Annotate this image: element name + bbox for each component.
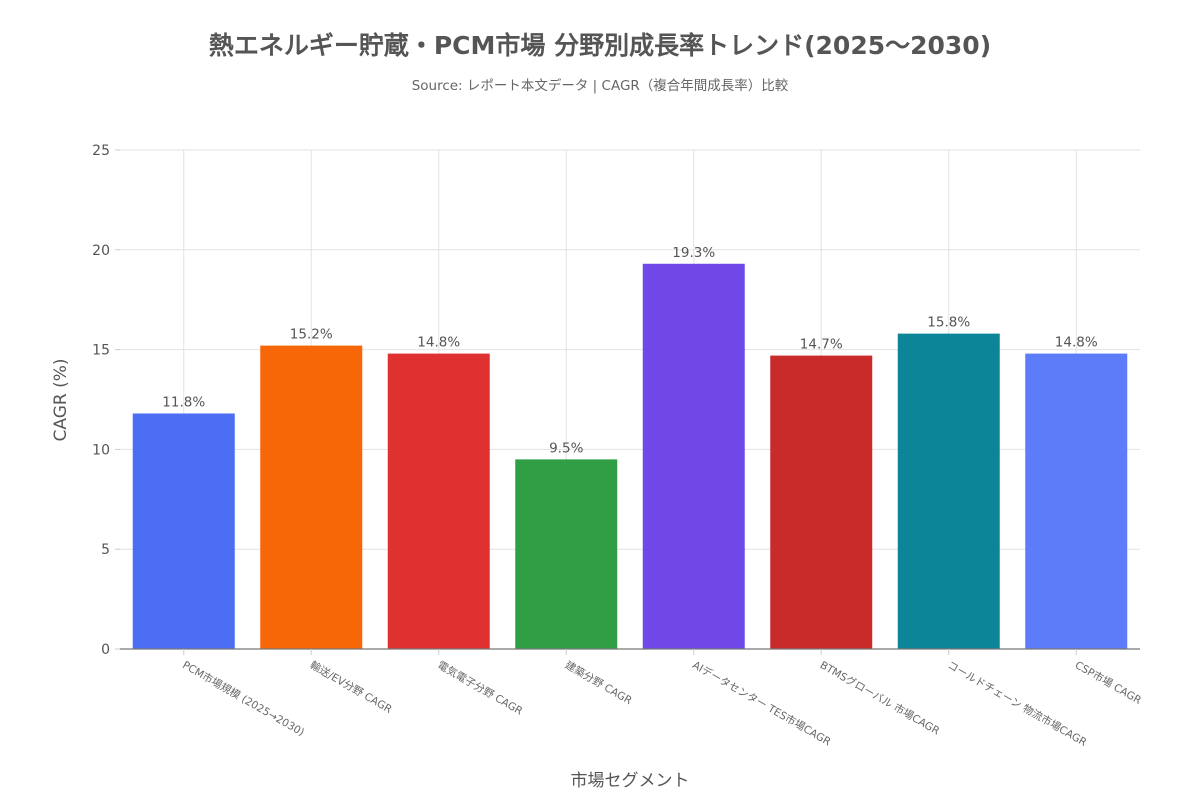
y-tick-label: 15: [92, 343, 110, 359]
x-tick-label: AIデータセンター TES市場CAGR: [690, 658, 833, 748]
y-axis: 0 5 10 15 20 25: [92, 143, 120, 658]
bars: 11.8% 15.2% 14.8% 9.5% 19.3% 14.7% 15.8% 14.8%: [132, 245, 1128, 649]
x-tick-label: 輸送/EV分野 CAGR: [308, 658, 395, 715]
x-tick-label: 電気電子分野 CAGR: [435, 658, 525, 717]
data-label: 14.8%: [1055, 335, 1098, 351]
x-tick-label: コールドチェーン 物流市場CAGR: [945, 658, 1089, 749]
bar[interactable]: [515, 459, 618, 649]
bar[interactable]: [387, 353, 490, 649]
x-tick-label: CSP市場 CAGR: [1073, 658, 1144, 706]
y-tick-label: 10: [92, 442, 110, 458]
data-label: 14.8%: [417, 335, 460, 351]
chart-subtitle: Source: レポート本文データ | CAGR（複合年間成長率）比較: [412, 77, 789, 94]
y-tick-label: 5: [101, 542, 110, 558]
data-label: 11.8%: [162, 394, 205, 410]
x-tick-label: PCM市場規模 (2025→2030): [180, 658, 306, 739]
data-label: 14.7%: [800, 337, 843, 353]
data-label: 9.5%: [549, 440, 583, 456]
chart-title: 熱エネルギー貯蔵・PCM市場 分野別成長率トレンド(2025〜2030): [209, 31, 991, 60]
x-axis: PCM市場規模 (2025→2030) 輸送/EV分野 CAGR 電気電子分野 CA…: [120, 648, 1144, 749]
bar[interactable]: [260, 345, 363, 649]
data-label: 19.3%: [672, 245, 715, 261]
data-label: 15.8%: [927, 315, 970, 331]
x-axis-title: 市場セグメント: [571, 771, 690, 791]
bar[interactable]: [770, 355, 873, 649]
x-tick-label: 建築分野 CAGR: [563, 658, 635, 707]
bar[interactable]: [642, 263, 745, 649]
bar[interactable]: [132, 413, 235, 649]
y-axis-title: CAGR (%): [51, 358, 71, 441]
bar[interactable]: [1025, 353, 1128, 649]
y-tick-label: 0: [101, 642, 110, 658]
x-tick-label: BTMSグローバル 市場CAGR: [818, 658, 942, 737]
bar[interactable]: [897, 333, 1000, 649]
y-tick-label: 25: [92, 143, 110, 159]
y-tick-label: 20: [92, 243, 110, 259]
data-label: 15.2%: [290, 327, 333, 343]
